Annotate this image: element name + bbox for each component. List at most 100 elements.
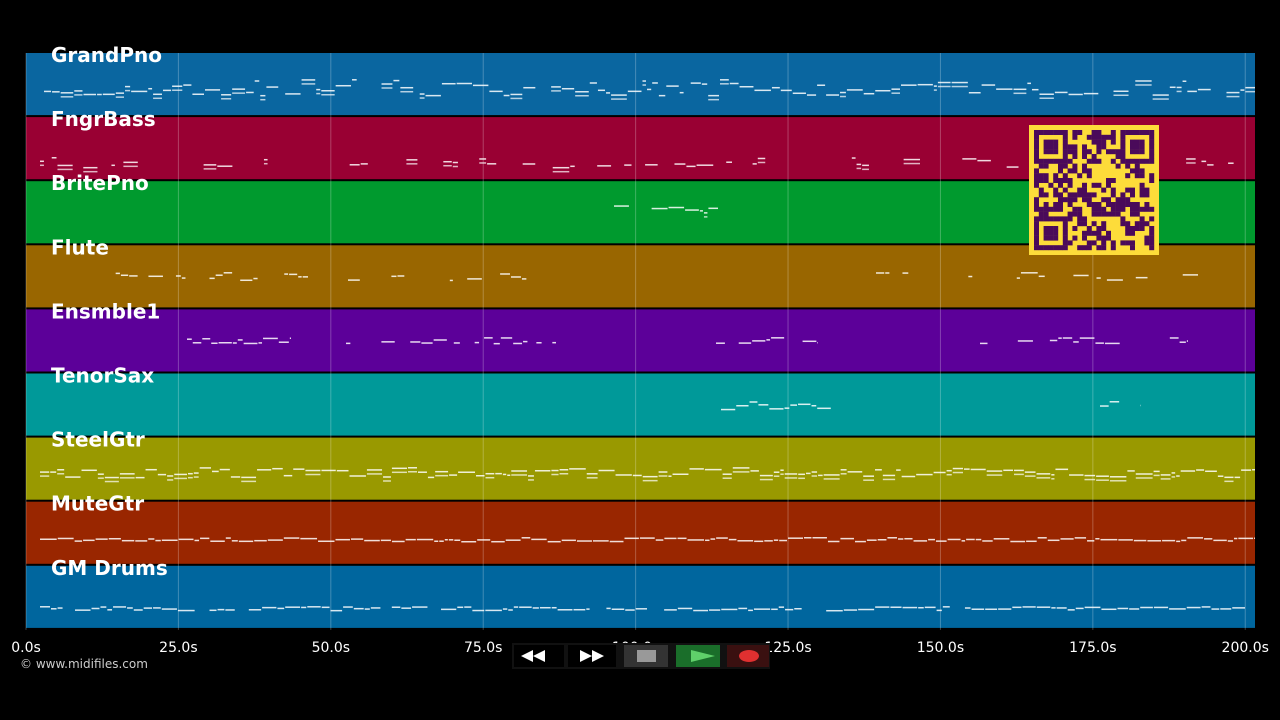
note <box>330 609 343 612</box>
note <box>40 160 44 163</box>
qr-cell <box>1048 144 1054 150</box>
note <box>589 82 597 84</box>
x-tick-label: 200.0s <box>1222 640 1269 656</box>
record-button[interactable] <box>727 645 769 667</box>
qr-cell <box>1053 130 1059 135</box>
note <box>794 608 802 610</box>
qr-cell <box>1072 130 1078 135</box>
qr-cell <box>1139 182 1145 188</box>
qr-cell <box>1082 216 1087 222</box>
qr-cell <box>1086 230 1092 236</box>
qr-cell <box>1106 202 1111 207</box>
qr-cell <box>1043 139 1049 145</box>
note <box>586 477 598 479</box>
note <box>1027 82 1031 85</box>
note <box>586 473 598 475</box>
note <box>722 473 732 475</box>
note <box>74 90 83 92</box>
note <box>301 606 307 609</box>
note <box>758 404 769 406</box>
qr-cell <box>1058 168 1063 174</box>
note <box>576 540 592 542</box>
note <box>928 538 935 541</box>
note <box>400 90 414 93</box>
qr-cell <box>1034 154 1039 159</box>
qr-cell <box>1062 221 1068 227</box>
note <box>1010 540 1026 543</box>
qr-cell <box>1048 206 1054 212</box>
note <box>624 537 639 540</box>
qr-cell <box>1125 240 1131 246</box>
note <box>522 163 536 165</box>
note <box>708 207 718 210</box>
note <box>507 474 511 477</box>
note <box>1100 538 1118 541</box>
note <box>83 93 97 96</box>
qr-cell <box>1086 149 1092 155</box>
qr-cell <box>1062 154 1068 159</box>
note <box>523 340 528 343</box>
note <box>1160 478 1171 480</box>
note <box>1197 88 1211 91</box>
play-button[interactable] <box>676 645 720 667</box>
qr-cell <box>1096 182 1102 188</box>
note <box>642 475 658 478</box>
note <box>83 166 98 169</box>
qr-cell <box>1134 173 1140 179</box>
note <box>769 408 784 410</box>
qr-cell <box>1072 226 1078 231</box>
note <box>942 606 950 608</box>
track-name: GrandPno <box>51 43 162 67</box>
note <box>1171 476 1176 478</box>
note <box>366 473 383 475</box>
note <box>658 94 666 97</box>
note <box>803 537 812 539</box>
note <box>614 205 629 207</box>
note <box>278 341 289 343</box>
qr-cell <box>1053 144 1059 150</box>
qr-cell <box>1058 202 1063 207</box>
note <box>519 606 532 608</box>
qr-cell <box>1125 226 1131 231</box>
note <box>964 607 971 609</box>
note <box>935 540 947 542</box>
qr-cell <box>1139 206 1145 212</box>
note <box>1176 475 1180 477</box>
note <box>1058 337 1062 339</box>
note <box>421 342 433 344</box>
note <box>754 89 771 92</box>
qr-cell <box>1149 235 1155 241</box>
qr-cell <box>1125 187 1131 193</box>
note <box>716 537 728 539</box>
note <box>933 89 937 91</box>
qr-cell <box>1101 134 1107 140</box>
qr-cell <box>1053 178 1059 183</box>
stop-button[interactable] <box>624 645 668 667</box>
qr-cell <box>1149 173 1155 179</box>
note <box>349 475 366 477</box>
qr-cell <box>1062 226 1068 231</box>
note <box>937 81 951 84</box>
note <box>406 159 418 161</box>
forward-button[interactable] <box>568 645 616 667</box>
note <box>283 474 293 477</box>
note <box>575 91 589 93</box>
note <box>284 273 289 275</box>
note <box>489 90 503 93</box>
note <box>811 471 818 473</box>
note <box>780 89 792 92</box>
note <box>435 474 449 477</box>
note <box>232 88 246 90</box>
note <box>210 540 225 542</box>
note <box>148 87 153 90</box>
note <box>161 608 177 610</box>
note <box>805 472 811 475</box>
qr-cell <box>1115 149 1121 155</box>
qr-cell <box>1134 144 1140 150</box>
qr-cell <box>1043 163 1049 169</box>
qr-cell <box>1038 173 1044 179</box>
rewind-button[interactable] <box>514 645 564 667</box>
note <box>443 160 452 163</box>
note <box>135 476 145 479</box>
note <box>863 475 875 477</box>
